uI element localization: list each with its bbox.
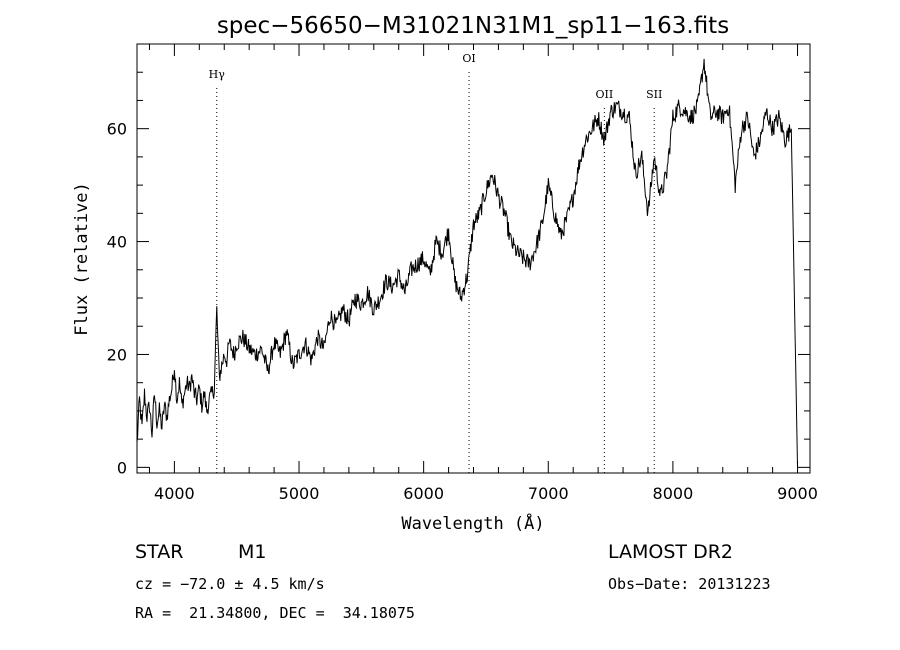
- x-tick-label: 9000: [777, 484, 818, 503]
- y-axis-label: Flux (relative): [72, 182, 92, 336]
- x-tick-label: 5000: [279, 484, 320, 503]
- y-tick-label: 0: [117, 458, 127, 477]
- survey-name: LAMOST DR2: [608, 541, 733, 563]
- y-tick-label: 60: [107, 120, 127, 139]
- reference-line-label: Hγ: [209, 68, 226, 81]
- reference-line-label: OII: [596, 88, 614, 101]
- observation-date: Obs−Date: 20131223: [608, 575, 771, 593]
- redshift-cz: cz = −72.0 ± 4.5 km/s: [135, 575, 325, 593]
- plot-frame: [136, 43, 811, 474]
- y-tick-label: 20: [107, 345, 127, 364]
- reference-line-label: SII: [646, 88, 662, 101]
- object-class: STAR: [135, 541, 184, 563]
- x-axis-label: Wavelength (Å): [401, 512, 544, 534]
- x-tick-label: 4000: [154, 484, 195, 503]
- y-tick-label: 40: [107, 233, 127, 252]
- reference-line-label: OI: [462, 52, 475, 65]
- series-0: [136, 58, 798, 468]
- chart-title: spec−56650−M31021N31M1_sp11−163.fits: [217, 13, 729, 39]
- x-tick-label: 6000: [403, 484, 444, 503]
- ra-dec: RA = 21.34800, DEC = 34.18075: [135, 604, 415, 622]
- x-tick-label: 7000: [528, 484, 569, 503]
- x-tick-label: 8000: [653, 484, 694, 503]
- object-subclass: M1: [238, 541, 267, 563]
